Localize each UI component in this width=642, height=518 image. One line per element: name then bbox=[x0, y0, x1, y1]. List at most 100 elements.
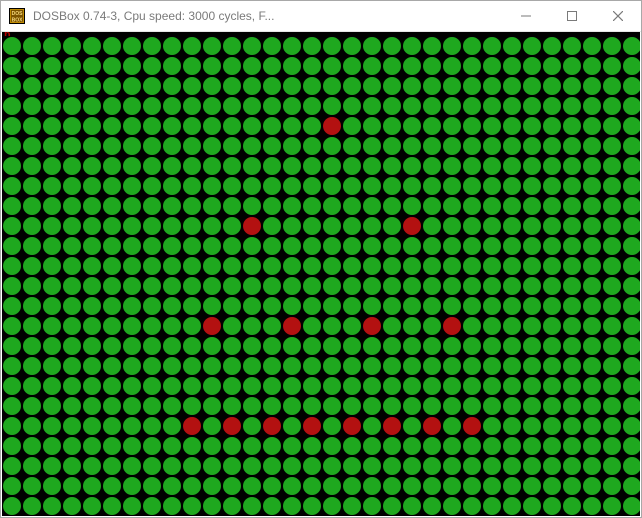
grid-dot bbox=[183, 197, 201, 215]
close-button[interactable] bbox=[595, 1, 641, 31]
grid-dot bbox=[123, 297, 141, 315]
grid-dot bbox=[603, 497, 621, 515]
grid-dot bbox=[583, 277, 601, 295]
grid-dot bbox=[323, 337, 341, 355]
grid-dot bbox=[503, 237, 521, 255]
grid-dot bbox=[63, 97, 81, 115]
grid-dot bbox=[443, 237, 461, 255]
grid-dot bbox=[3, 457, 21, 475]
grid-dot bbox=[463, 497, 481, 515]
grid-dot bbox=[443, 477, 461, 495]
grid-dot bbox=[403, 197, 421, 215]
grid-dot bbox=[543, 297, 561, 315]
grid-dot bbox=[23, 497, 41, 515]
grid-dot bbox=[143, 97, 161, 115]
grid-dot bbox=[463, 437, 481, 455]
grid-dot bbox=[223, 357, 241, 375]
grid-dot bbox=[423, 437, 441, 455]
maximize-button[interactable] bbox=[549, 1, 595, 31]
grid-dot bbox=[503, 137, 521, 155]
grid-dot bbox=[83, 317, 101, 335]
grid-dot bbox=[483, 437, 501, 455]
grid-dot bbox=[123, 177, 141, 195]
grid-dot bbox=[283, 77, 301, 95]
grid-dot bbox=[323, 277, 341, 295]
grid-dot bbox=[203, 197, 221, 215]
grid-dot bbox=[343, 377, 361, 395]
grid-dot bbox=[263, 277, 281, 295]
grid-dot bbox=[183, 57, 201, 75]
grid-dot bbox=[583, 197, 601, 215]
grid-dot bbox=[243, 257, 261, 275]
grid-dot bbox=[323, 257, 341, 275]
grid-dot bbox=[483, 197, 501, 215]
grid-dot bbox=[563, 377, 581, 395]
grid-dot bbox=[583, 297, 601, 315]
grid-dot bbox=[23, 177, 41, 195]
grid-dot bbox=[3, 257, 21, 275]
grid-dot bbox=[3, 217, 21, 235]
grid-dot bbox=[83, 237, 101, 255]
grid-dot bbox=[263, 477, 281, 495]
grid-dot bbox=[403, 77, 421, 95]
grid-dot bbox=[303, 297, 321, 315]
grid-dot bbox=[123, 337, 141, 355]
titlebar[interactable]: DOS BOX DOSBox 0.74-3, Cpu speed: 3000 c… bbox=[1, 1, 641, 32]
grid-dot bbox=[543, 177, 561, 195]
grid-dot bbox=[263, 157, 281, 175]
grid-dot bbox=[163, 217, 181, 235]
grid-dot bbox=[483, 477, 501, 495]
grid-dot bbox=[543, 257, 561, 275]
grid-dot bbox=[383, 177, 401, 195]
grid-dot bbox=[563, 477, 581, 495]
minimize-button[interactable] bbox=[503, 1, 549, 31]
grid-dot bbox=[343, 297, 361, 315]
grid-dot bbox=[23, 37, 41, 55]
grid-dot bbox=[243, 77, 261, 95]
grid-dot bbox=[603, 237, 621, 255]
grid-dot bbox=[483, 77, 501, 95]
grid-dot bbox=[183, 37, 201, 55]
grid-dot bbox=[183, 257, 201, 275]
grid-dot bbox=[543, 417, 561, 435]
maximize-icon bbox=[567, 11, 577, 21]
grid-dot bbox=[123, 37, 141, 55]
grid-dot bbox=[83, 497, 101, 515]
grid-dot bbox=[503, 337, 521, 355]
grid-dot bbox=[303, 37, 321, 55]
grid-dot bbox=[483, 277, 501, 295]
grid-dot bbox=[143, 77, 161, 95]
grid-dot bbox=[463, 317, 481, 335]
grid-dot bbox=[183, 497, 201, 515]
grid-dot bbox=[103, 177, 121, 195]
grid-dot bbox=[103, 197, 121, 215]
grid-dot bbox=[3, 497, 21, 515]
grid-dot bbox=[23, 57, 41, 75]
grid-dot bbox=[423, 117, 441, 135]
grid-dot bbox=[363, 197, 381, 215]
grid-dot bbox=[423, 357, 441, 375]
grid-dot bbox=[123, 137, 141, 155]
grid-dot bbox=[443, 137, 461, 155]
grid-dot bbox=[63, 257, 81, 275]
grid-dot bbox=[283, 497, 301, 515]
grid-dot bbox=[203, 377, 221, 395]
grid-dot bbox=[143, 217, 161, 235]
grid-dot bbox=[383, 437, 401, 455]
grid-dot bbox=[603, 197, 621, 215]
grid-dot bbox=[483, 257, 501, 275]
grid-dot bbox=[183, 157, 201, 175]
window-title: DOSBox 0.74-3, Cpu speed: 3000 cycles, F… bbox=[33, 9, 503, 23]
grid-dot bbox=[103, 357, 121, 375]
grid-dot bbox=[523, 177, 541, 195]
grid-dot bbox=[83, 297, 101, 315]
grid-dot bbox=[423, 397, 441, 415]
grid-dot bbox=[63, 117, 81, 135]
grid-dot bbox=[603, 457, 621, 475]
grid-dot bbox=[83, 77, 101, 95]
grid-dot bbox=[263, 397, 281, 415]
grid-dot bbox=[283, 97, 301, 115]
grid-dot bbox=[483, 157, 501, 175]
grid-dot bbox=[223, 337, 241, 355]
grid-dot bbox=[263, 357, 281, 375]
